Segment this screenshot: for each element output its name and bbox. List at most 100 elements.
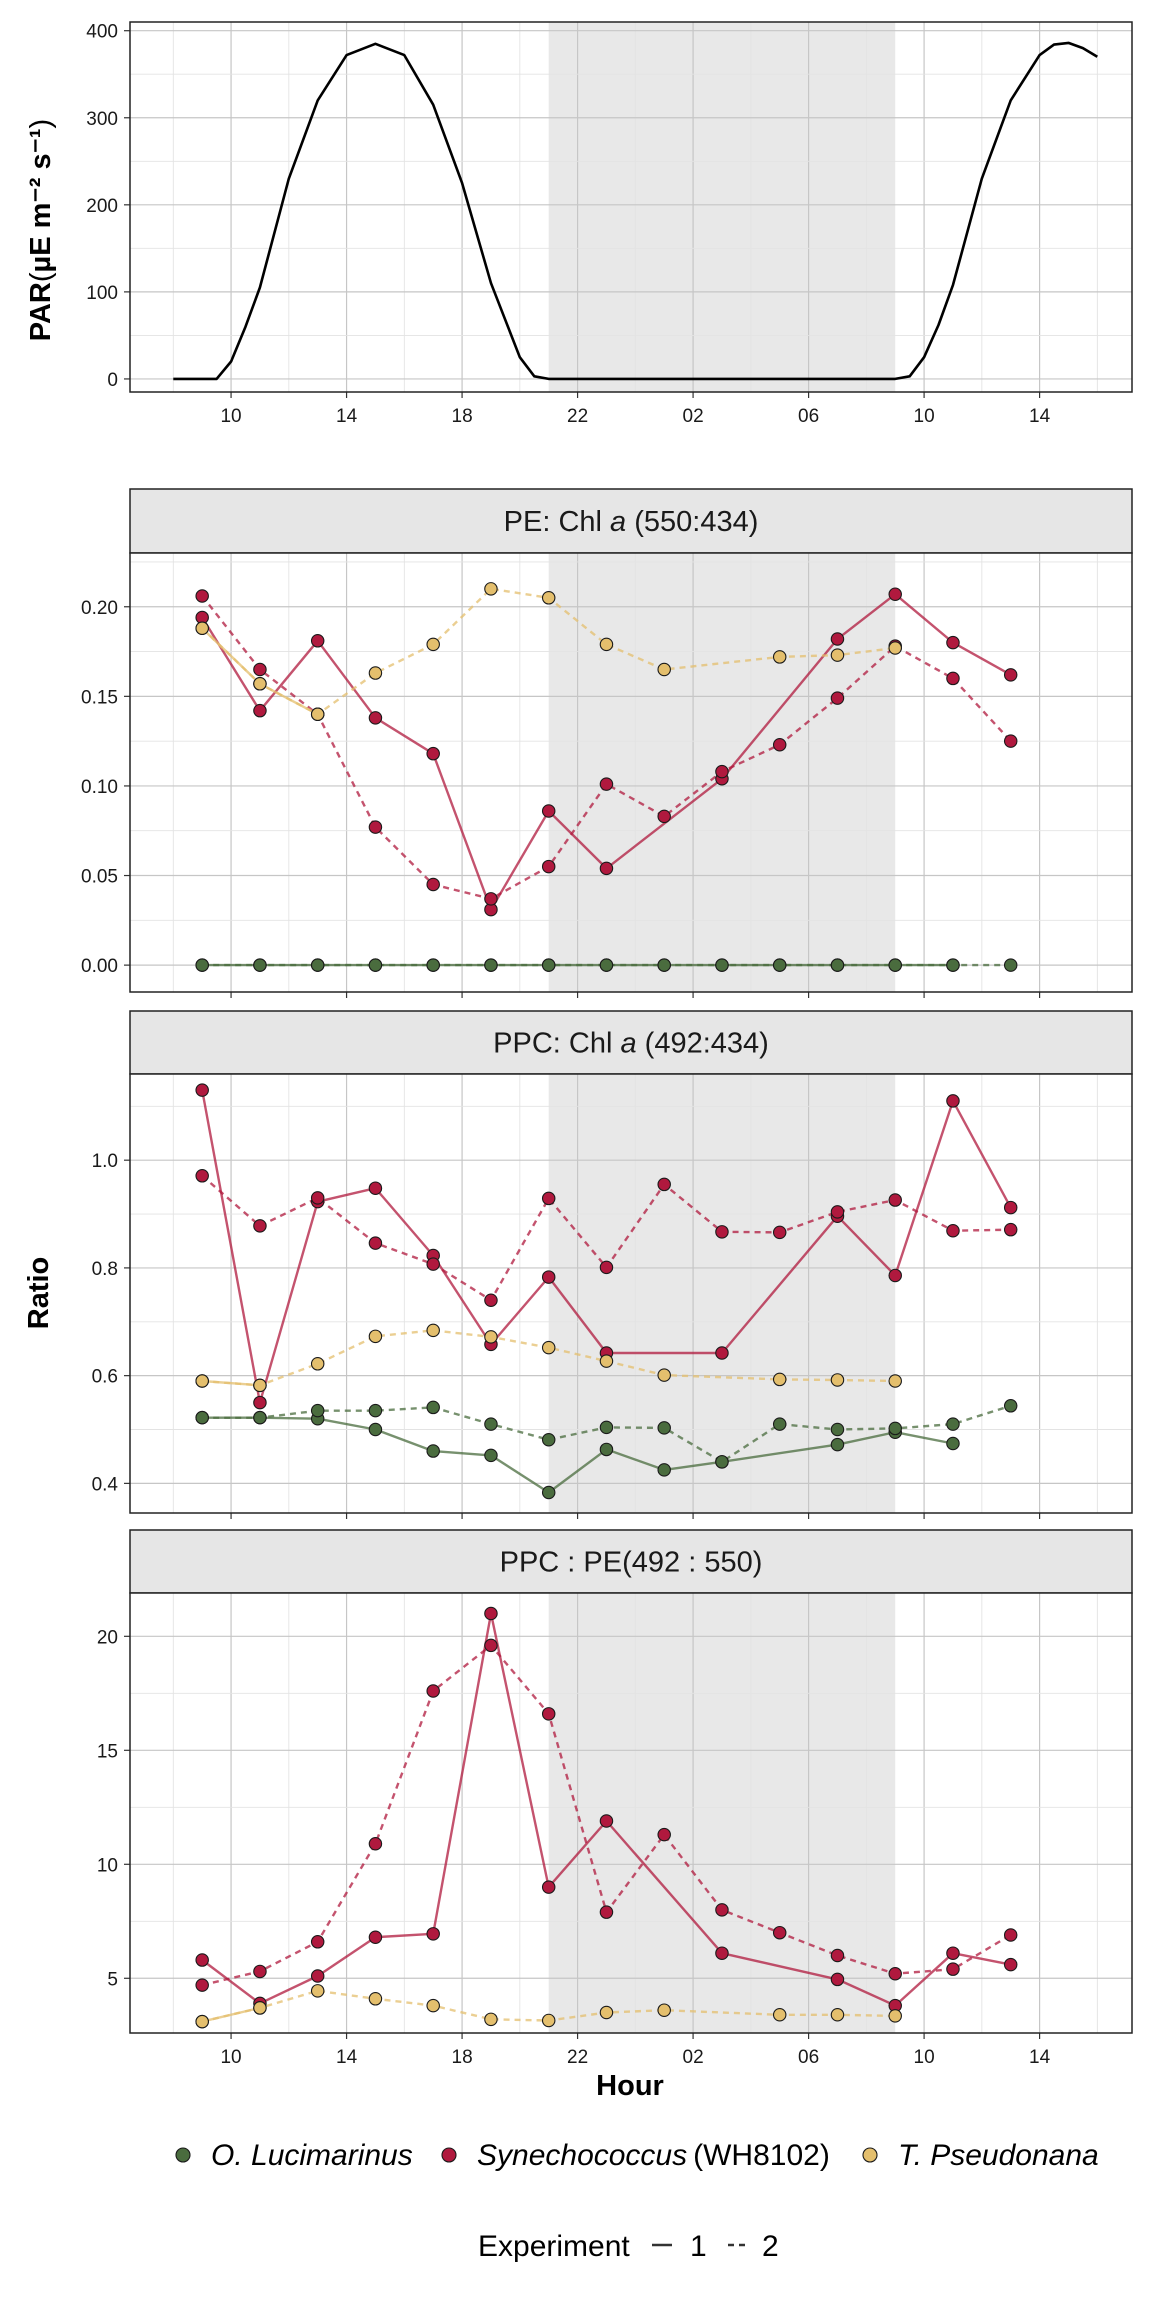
data-point bbox=[772, 1372, 787, 1387]
par-panel: 0 100 200 300 400 10 14 18 22 02 06 10 14 bbox=[86, 21, 1133, 427]
data-point bbox=[541, 1340, 556, 1355]
data-point bbox=[195, 1169, 209, 1183]
data-point bbox=[946, 635, 960, 650]
x-tick-label: 14 bbox=[1029, 2047, 1051, 2068]
data-point bbox=[772, 737, 787, 752]
ppc-pe-panel: PPC : PE(492 : 550) 5 10 15 20 10 14 18 22 02 06 10… bbox=[97, 1529, 1133, 2068]
y-tick-label: 0.05 bbox=[81, 867, 118, 888]
data-point bbox=[426, 1998, 440, 2013]
data-point bbox=[310, 634, 325, 648]
data-point bbox=[715, 958, 729, 972]
data-point bbox=[657, 958, 671, 972]
x-tick-label: 18 bbox=[452, 406, 473, 427]
data-point bbox=[368, 711, 383, 725]
data-point bbox=[484, 1638, 498, 1653]
data-point bbox=[830, 1437, 845, 1452]
data-point bbox=[426, 637, 440, 652]
y-tick-label: 0.00 bbox=[81, 956, 118, 977]
y-tick-label: 0.4 bbox=[92, 1474, 119, 1495]
data-point bbox=[1003, 1957, 1018, 1972]
data-point bbox=[426, 1684, 440, 1698]
facet-strip bbox=[129, 1010, 1133, 1075]
panel-border bbox=[129, 1592, 1133, 2034]
data-point bbox=[830, 1948, 845, 1963]
data-point bbox=[541, 1707, 556, 1721]
data-point bbox=[599, 637, 614, 652]
data-point bbox=[368, 1329, 383, 1344]
legend-key-point bbox=[175, 2147, 191, 2163]
data-point bbox=[195, 958, 209, 972]
data-point bbox=[888, 587, 902, 601]
data-point bbox=[599, 1420, 614, 1435]
data-point bbox=[715, 1903, 729, 1917]
data-point bbox=[888, 1374, 902, 1388]
par-line bbox=[173, 41, 1098, 381]
data-point bbox=[368, 820, 383, 834]
data-point bbox=[368, 1236, 383, 1250]
facet-title: PPC : PE(492 : 550) bbox=[500, 1547, 763, 1579]
data-point bbox=[426, 958, 440, 972]
data-point bbox=[541, 2013, 556, 2028]
data-point bbox=[657, 2003, 671, 2017]
legend-label: T. Pseudonana bbox=[898, 2139, 1099, 2172]
data-point bbox=[484, 1293, 498, 1307]
data-point bbox=[368, 1930, 383, 1944]
y-tick-label: 15 bbox=[97, 1741, 118, 1762]
data-point bbox=[1003, 734, 1018, 748]
par-axis-label: PAR(µE m⁻² s⁻¹) bbox=[25, 119, 57, 341]
data-point bbox=[599, 2005, 614, 2020]
data-point bbox=[484, 582, 498, 596]
facet-title: PE: Chl a (550:434) bbox=[504, 506, 759, 538]
data-point bbox=[772, 1417, 787, 1431]
data-point bbox=[195, 1978, 209, 1992]
x-tick-label: 02 bbox=[683, 406, 704, 427]
y-tick-label: 0.6 bbox=[92, 1367, 118, 1388]
data-point bbox=[715, 1346, 729, 1360]
data-point bbox=[541, 1485, 556, 1500]
data-point bbox=[484, 1417, 498, 1431]
x-tick-label: 10 bbox=[914, 406, 935, 427]
data-point bbox=[772, 2008, 787, 2022]
x-tick-label: 14 bbox=[336, 406, 358, 427]
series-layer bbox=[195, 582, 1018, 972]
data-point bbox=[368, 958, 383, 972]
data-point bbox=[1003, 668, 1018, 682]
data-point bbox=[484, 2012, 498, 2027]
par-axis-units-open: ( bbox=[25, 272, 57, 282]
data-point bbox=[946, 1436, 960, 1451]
x-tick-label: 18 bbox=[452, 2047, 473, 2068]
series-layer bbox=[195, 1083, 1018, 1500]
x-tick-label: 14 bbox=[1029, 406, 1051, 427]
y-tick-label: 0.20 bbox=[81, 598, 118, 619]
data-point bbox=[426, 1444, 440, 1458]
data-point bbox=[657, 1827, 671, 1842]
y-tick-label: 5 bbox=[107, 1969, 118, 1990]
data-point bbox=[541, 1432, 556, 1447]
series-line-exp2 bbox=[201, 1989, 896, 2023]
data-point bbox=[1003, 1928, 1018, 1942]
data-point bbox=[541, 804, 556, 818]
data-point bbox=[368, 1992, 383, 2006]
night-shading bbox=[548, 22, 896, 392]
data-point bbox=[368, 1837, 383, 1851]
data-point bbox=[946, 671, 960, 686]
data-point bbox=[599, 1814, 614, 1828]
facet-title-prefix: PPC: Chl bbox=[493, 1028, 620, 1060]
data-point bbox=[310, 1403, 325, 1418]
data-point bbox=[715, 1225, 729, 1239]
data-point bbox=[946, 1417, 960, 1431]
data-point bbox=[195, 1083, 209, 1097]
data-point bbox=[310, 1191, 325, 1205]
ppc-chla-panel: PPC: Chl a (492:434) 0.4 0.6 0.8 1.0 bbox=[92, 1010, 1133, 1519]
data-point bbox=[253, 958, 267, 972]
data-point bbox=[1003, 1200, 1018, 1215]
x-tick-label: 22 bbox=[567, 2047, 588, 2068]
data-point bbox=[657, 1421, 671, 1435]
data-point bbox=[830, 1205, 845, 1219]
data-point bbox=[310, 1357, 325, 1371]
hour-axis-label: Hour bbox=[596, 2070, 664, 2102]
data-point bbox=[195, 589, 209, 603]
data-point bbox=[946, 1962, 960, 1976]
legend-label-italic: O. Lucimarinus bbox=[211, 2139, 413, 2172]
data-point bbox=[368, 1181, 383, 1195]
